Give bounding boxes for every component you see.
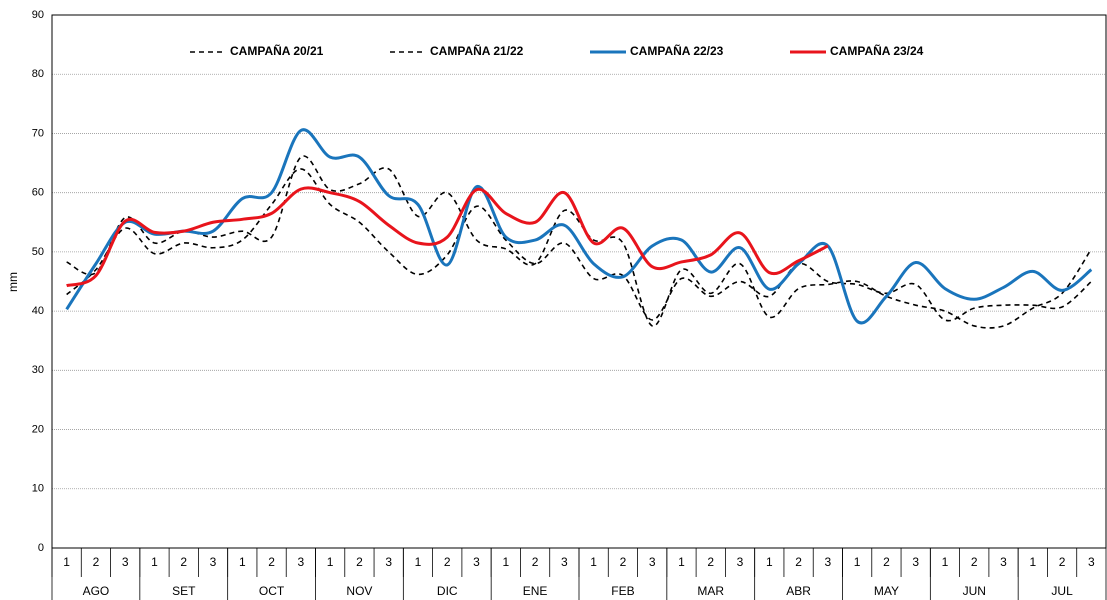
y-tick-label: 90 (32, 9, 44, 21)
x-tick-label: 2 (93, 555, 100, 569)
x-tick-label: 3 (298, 555, 305, 569)
x-tick-label: 1 (1029, 555, 1036, 569)
y-tick-label: 10 (32, 483, 44, 495)
x-tick-label: 3 (473, 555, 480, 569)
x-group-label: AGO (83, 584, 110, 598)
legend-label: CAMPAÑA 22/23 (630, 43, 724, 58)
x-tick-label: 3 (912, 555, 919, 569)
x-tick-label: 2 (795, 555, 802, 569)
x-tick-label: 1 (63, 555, 70, 569)
series-line (65, 128, 1093, 325)
x-tick-label: 1 (327, 555, 334, 569)
x-group-label: OCT (259, 584, 285, 598)
x-tick-label: 1 (854, 555, 861, 569)
x-tick-label: 3 (210, 555, 217, 569)
x-group-label: MAR (697, 584, 724, 598)
x-tick-label: 1 (239, 555, 246, 569)
x-tick-label: 2 (883, 555, 890, 569)
x-tick-label: 1 (678, 555, 685, 569)
x-group-label: MAY (874, 584, 899, 598)
legend-label: CAMPAÑA 23/24 (830, 43, 924, 58)
x-tick-label: 3 (561, 555, 568, 569)
series-line (66, 168, 1092, 322)
x-tick-label: 2 (356, 555, 363, 569)
x-group-label: JUN (963, 584, 986, 598)
x-tick-label: 3 (122, 555, 129, 569)
y-tick-label: 70 (32, 127, 44, 139)
y-axis-label: mm (6, 272, 20, 292)
x-group-label: SET (172, 584, 196, 598)
x-group-label: ABR (786, 584, 811, 598)
x-group-label: DIC (437, 584, 458, 598)
y-tick-label: 60 (32, 187, 44, 199)
y-tick-label: 80 (32, 68, 44, 80)
y-tick-label: 30 (32, 364, 44, 376)
y-tick-label: 0 (38, 542, 44, 554)
series-line (66, 155, 1093, 329)
x-tick-label: 2 (180, 555, 187, 569)
y-tick-label: 40 (32, 305, 44, 317)
x-tick-label: 3 (825, 555, 832, 569)
x-tick-label: 3 (1088, 555, 1095, 569)
y-tick-label: 50 (32, 246, 44, 258)
x-group-label: FEB (611, 584, 634, 598)
x-tick-label: 1 (766, 555, 773, 569)
x-tick-label: 3 (1000, 555, 1007, 569)
legend-label: CAMPAÑA 20/21 (230, 43, 324, 58)
x-tick-label: 2 (620, 555, 627, 569)
x-tick-label: 1 (415, 555, 422, 569)
x-tick-label: 2 (1059, 555, 1066, 569)
x-tick-label: 2 (532, 555, 539, 569)
x-tick-label: 1 (151, 555, 158, 569)
x-tick-label: 2 (444, 555, 451, 569)
x-tick-label: 3 (649, 555, 656, 569)
x-group-label: JUL (1051, 584, 1073, 598)
x-tick-label: 2 (707, 555, 714, 569)
x-tick-label: 3 (737, 555, 744, 569)
x-tick-label: 1 (942, 555, 949, 569)
legend-label: CAMPAÑA 21/22 (430, 43, 524, 58)
x-tick-label: 1 (590, 555, 597, 569)
y-tick-label: 20 (32, 423, 44, 435)
series-line (66, 186, 829, 288)
x-tick-label: 1 (502, 555, 509, 569)
x-tick-label: 2 (268, 555, 275, 569)
x-tick-label: 2 (971, 555, 978, 569)
plot-frame (51, 14, 1107, 549)
x-group-label: NOV (346, 584, 372, 598)
x-group-label: ENE (523, 584, 548, 598)
x-tick-label: 3 (385, 555, 392, 569)
